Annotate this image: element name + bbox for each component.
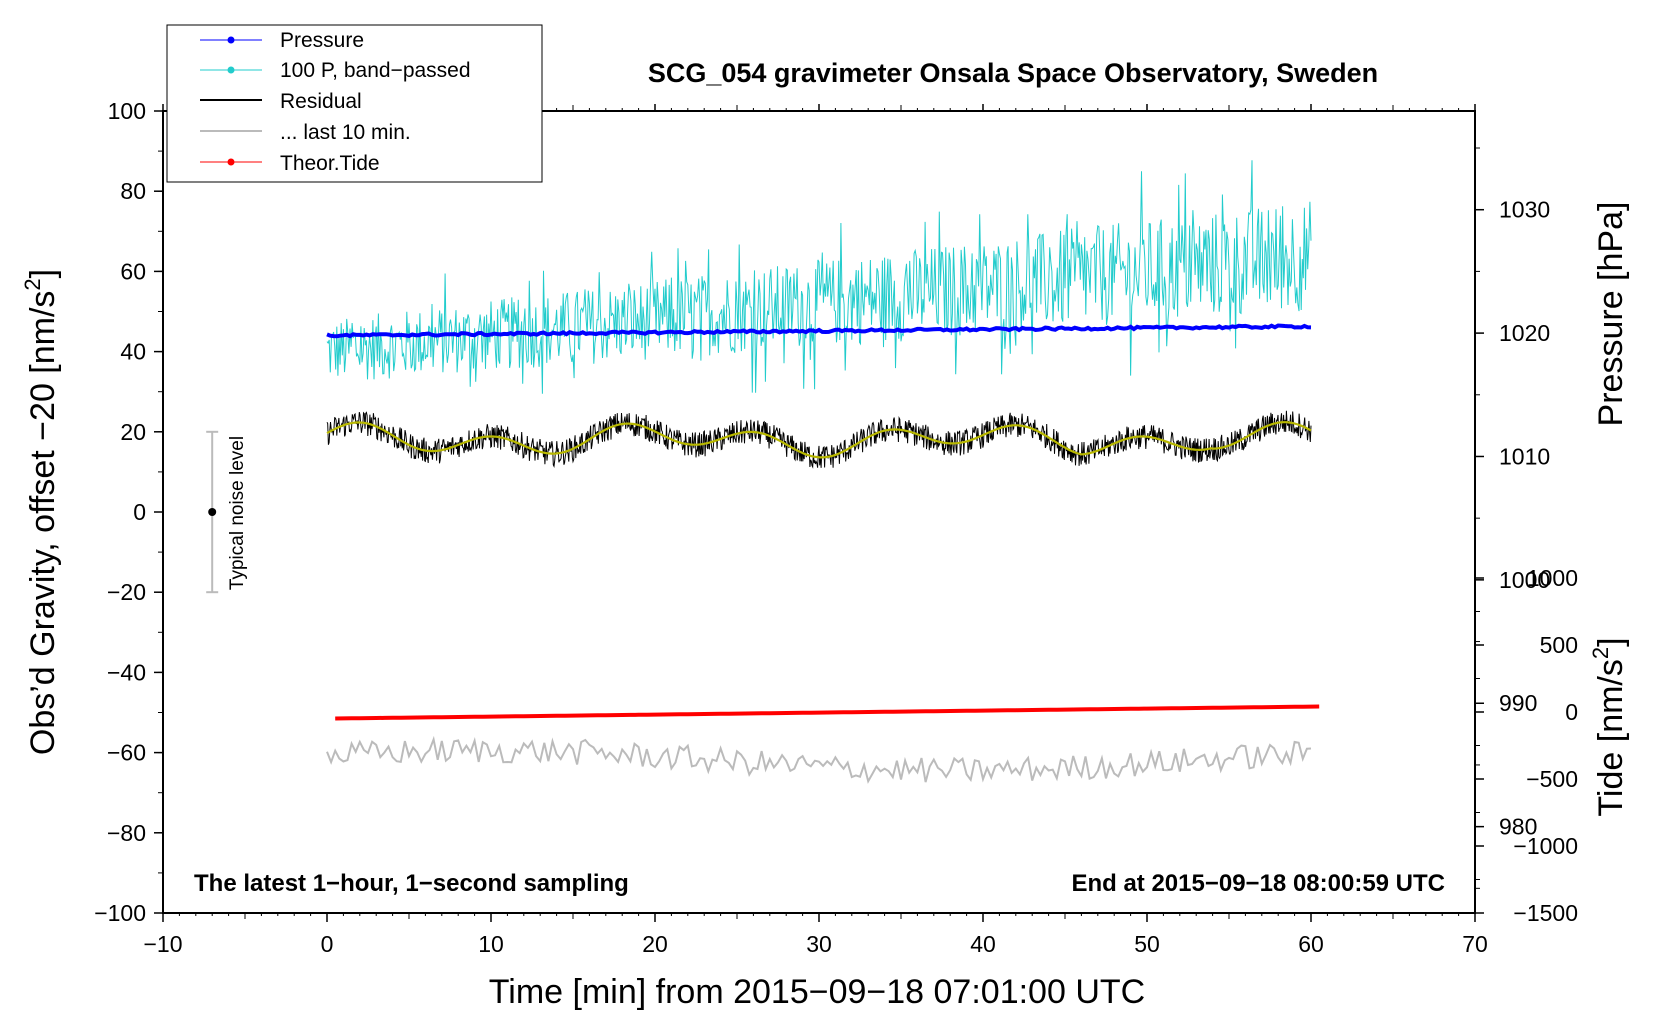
legend-box: [166, 24, 543, 183]
y-tick-label: 0: [133, 499, 146, 525]
plot-traces: [326, 160, 1320, 784]
x-axis: −10 0 10 20 30 40 50 60 70: [143, 104, 1488, 957]
x-tick-label: −10: [143, 931, 182, 957]
y-axis: −100 −80 −60 −40 −20 0 20 40 60 80 100: [94, 98, 163, 926]
pressure-tick-label: 1010: [1499, 443, 1550, 469]
legend: Pressure 100 P, band−passed Residual ...…: [166, 24, 543, 183]
pressure-axis-title: Pressure [hPa]: [1592, 202, 1630, 427]
y-tick-label: −100: [94, 900, 146, 926]
pressure-tick-label: 990: [1499, 690, 1537, 716]
pressure-axis: 980 990 1000 1010 1020 1030: [1475, 147, 1550, 889]
y-tick-label: −20: [107, 579, 146, 605]
noise-level-label: Typical noise level: [227, 436, 248, 590]
series-residual-smoothed-line: [326, 421, 1312, 459]
tide-tick-label: −1500: [1513, 900, 1578, 926]
annotation-sampling: The latest 1−hour, 1−second sampling: [194, 870, 629, 897]
legend-label-band-passed: 100 P, band−passed: [280, 59, 471, 82]
tide-tick-label: 500: [1540, 632, 1578, 658]
chart-title: SCG_054 gravimeter Onsala Space Observat…: [648, 58, 1378, 88]
legend-item-theor-tide: Theor.Tide: [200, 152, 380, 175]
legend-marker-band-passed: [227, 66, 235, 74]
y-tick-label: 100: [108, 98, 146, 124]
x-tick-label: 20: [642, 931, 668, 957]
legend-item-residual: Residual: [200, 90, 362, 113]
tide-tick-label: 0: [1565, 699, 1578, 725]
legend-item-last-10-min: ... last 10 min.: [200, 121, 411, 144]
series-last-10-min-line: [326, 735, 1312, 784]
legend-marker-pressure: [227, 36, 235, 44]
y-tick-label: 20: [120, 419, 146, 445]
legend-marker-theor-tide: [227, 158, 235, 166]
tide-tick-label: −1000: [1513, 833, 1578, 859]
pressure-tick-label: 980: [1499, 814, 1537, 840]
legend-item-pressure: Pressure: [200, 29, 364, 52]
series-residual-line: [326, 410, 1312, 469]
legend-label-theor-tide: Theor.Tide: [280, 152, 380, 175]
y-tick-label: −40: [107, 659, 146, 685]
y-axis-title: Obs’d Gravity, offset −20 [nm/s2]: [20, 269, 62, 755]
y-tick-label: 80: [120, 178, 146, 204]
y-tick-label: 40: [120, 339, 146, 365]
x-tick-label: 30: [806, 931, 832, 957]
pressure-tick-label: 1030: [1499, 197, 1550, 223]
series-theor-tide-line: [335, 704, 1320, 721]
tide-axis: −1500 −1000 −500 0 500 1000: [1475, 565, 1578, 926]
tide-axis-title: Tide [nm/s2]: [1588, 637, 1630, 816]
x-tick-label: 60: [1298, 931, 1324, 957]
plot-frame: [162, 110, 1476, 914]
x-tick-label: 70: [1462, 931, 1488, 957]
x-tick-label: 40: [970, 931, 996, 957]
legend-label-last-10-min: ... last 10 min.: [280, 121, 411, 144]
x-axis-title: Time [min] from 2015−09−18 07:01:00 UTC: [489, 973, 1145, 1011]
x-tick-label: 50: [1134, 931, 1160, 957]
series-pressure-line: [326, 323, 1312, 339]
y-tick-label: −80: [107, 820, 146, 846]
y-tick-label: −60: [107, 740, 146, 766]
noise-level-bar: [206, 430, 219, 594]
legend-label-pressure: Pressure: [280, 29, 364, 52]
series-band-passed-line: [326, 160, 1312, 394]
legend-label-residual: Residual: [280, 90, 362, 113]
pressure-tick-label: 1020: [1499, 320, 1550, 346]
x-tick-label: 10: [478, 931, 504, 957]
legend-item-band-passed: 100 P, band−passed: [200, 59, 471, 82]
pressure-tick-label: 1000: [1499, 567, 1550, 593]
y-tick-label: 60: [120, 258, 146, 284]
tide-tick-label: 1000: [1527, 565, 1578, 591]
noise-bar-center: [208, 508, 217, 516]
annotation-end-time: End at 2015−09−18 08:00:59 UTC: [1071, 870, 1445, 897]
x-tick-label: 0: [321, 931, 334, 957]
tide-tick-label: −500: [1526, 766, 1578, 792]
